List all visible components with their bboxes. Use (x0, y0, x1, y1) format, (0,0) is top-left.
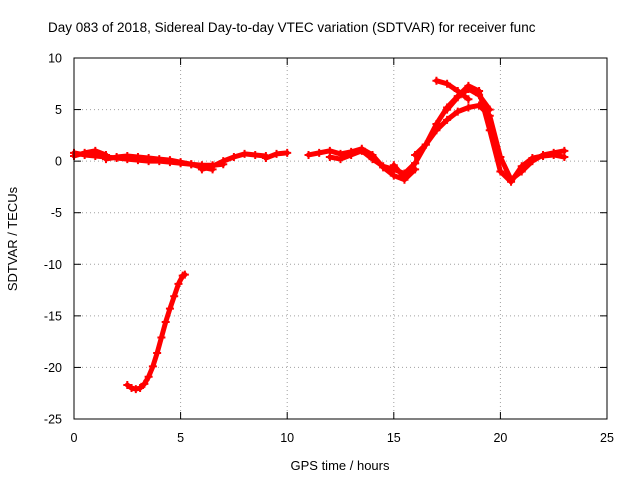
data-point-marker (174, 279, 183, 288)
data-point-marker (475, 101, 484, 110)
data-point-marker (453, 107, 462, 116)
data-point-marker (165, 304, 174, 313)
data-point-marker (272, 149, 281, 158)
data-point-marker (165, 156, 174, 165)
y-tick-label: -20 (44, 361, 62, 375)
data-point-marker (496, 153, 505, 162)
data-point-marker (389, 161, 398, 170)
data-point-marker (91, 146, 100, 155)
y-tick-label: 10 (48, 52, 62, 66)
data-point-marker (453, 93, 462, 102)
axis-ticks: 0 5 10 15 20 25 10 5 0 -5 -10 -15 -20 -25 (44, 52, 614, 446)
series-trace (391, 83, 567, 185)
y-tick-label: -5 (51, 206, 62, 220)
x-tick-label: 20 (493, 431, 507, 445)
data-point-marker (400, 173, 409, 182)
x-tick-label: 10 (280, 431, 294, 445)
data-series (70, 76, 569, 394)
data-point-marker (251, 150, 260, 159)
series-sat-d (197, 149, 270, 174)
data-point-marker (560, 146, 569, 155)
series-sat-low-early (123, 270, 189, 394)
data-point-marker (131, 385, 140, 394)
data-point-marker (123, 151, 132, 160)
data-point-marker (421, 140, 430, 149)
data-point-marker (496, 167, 505, 176)
x-tick-label: 0 (71, 431, 78, 445)
data-point-marker (379, 162, 388, 171)
series-trace (71, 148, 109, 159)
y-tick-label: -15 (44, 309, 62, 323)
data-point-marker (180, 270, 189, 279)
plot-frame (73, 57, 608, 420)
data-point-marker (219, 157, 228, 166)
data-point-marker (325, 153, 334, 162)
data-point-marker (187, 160, 196, 169)
data-point-marker (464, 103, 473, 112)
series-sat-k (443, 84, 494, 114)
x-tick-label: 15 (387, 431, 401, 445)
data-point-marker (464, 84, 473, 93)
data-point-marker (464, 95, 473, 104)
series-sat-i (411, 101, 569, 184)
data-point-marker (443, 105, 452, 114)
data-point-marker (123, 380, 132, 389)
data-point-marker (155, 155, 164, 164)
data-point-marker (148, 362, 157, 371)
x-tick-label: 25 (600, 431, 614, 445)
data-point-marker (539, 150, 548, 159)
data-point-marker (368, 155, 377, 164)
data-point-marker (315, 148, 324, 157)
series-trace (124, 272, 188, 392)
data-point-marker (144, 154, 153, 163)
series-sat-e (261, 148, 292, 163)
data-point-marker (80, 148, 89, 157)
data-point-marker (475, 91, 484, 100)
data-point-marker (411, 150, 420, 159)
data-point-marker (197, 165, 206, 174)
data-point-marker (283, 148, 292, 157)
data-point-marker (347, 150, 356, 159)
data-point-marker (485, 105, 494, 114)
data-point-marker (157, 333, 166, 342)
data-point-marker (432, 126, 441, 135)
data-point-marker (170, 292, 179, 301)
data-point-marker (240, 149, 249, 158)
data-point-marker (549, 148, 558, 157)
data-point-marker (507, 175, 516, 184)
data-point-marker (136, 384, 145, 393)
data-point-marker (140, 379, 149, 388)
data-point-marker (153, 348, 162, 357)
chart-title: Day 083 of 2018, Sidereal Day-to-day VTE… (48, 20, 536, 35)
data-point-marker (443, 79, 452, 88)
x-axis-label: GPS time / hours (291, 458, 390, 473)
data-point-marker (357, 146, 366, 155)
data-point-marker (101, 155, 110, 164)
data-point-marker (411, 159, 420, 168)
y-tick-label: 5 (55, 103, 62, 117)
data-point-marker (432, 76, 441, 85)
data-point-marker (229, 153, 238, 162)
y-axis-label: SDTVAR / TECUs (5, 186, 20, 291)
data-point-marker (161, 318, 170, 327)
grid-lines (74, 58, 607, 419)
data-point-marker (144, 372, 153, 381)
data-point-marker (208, 162, 217, 171)
x-tick-label: 5 (177, 431, 184, 445)
y-tick-label: -10 (44, 258, 62, 272)
data-point-marker (127, 384, 136, 393)
data-point-marker (517, 167, 526, 176)
y-tick-label: 0 (55, 155, 62, 169)
y-tick-label: -25 (44, 413, 62, 427)
data-point-marker (528, 157, 537, 166)
data-point-marker (336, 155, 345, 164)
data-point-marker (304, 150, 313, 159)
data-point-marker (443, 115, 452, 124)
data-point-marker (112, 153, 121, 162)
data-point-marker (176, 158, 185, 167)
data-point-marker (261, 154, 270, 163)
data-point-marker (133, 153, 142, 162)
